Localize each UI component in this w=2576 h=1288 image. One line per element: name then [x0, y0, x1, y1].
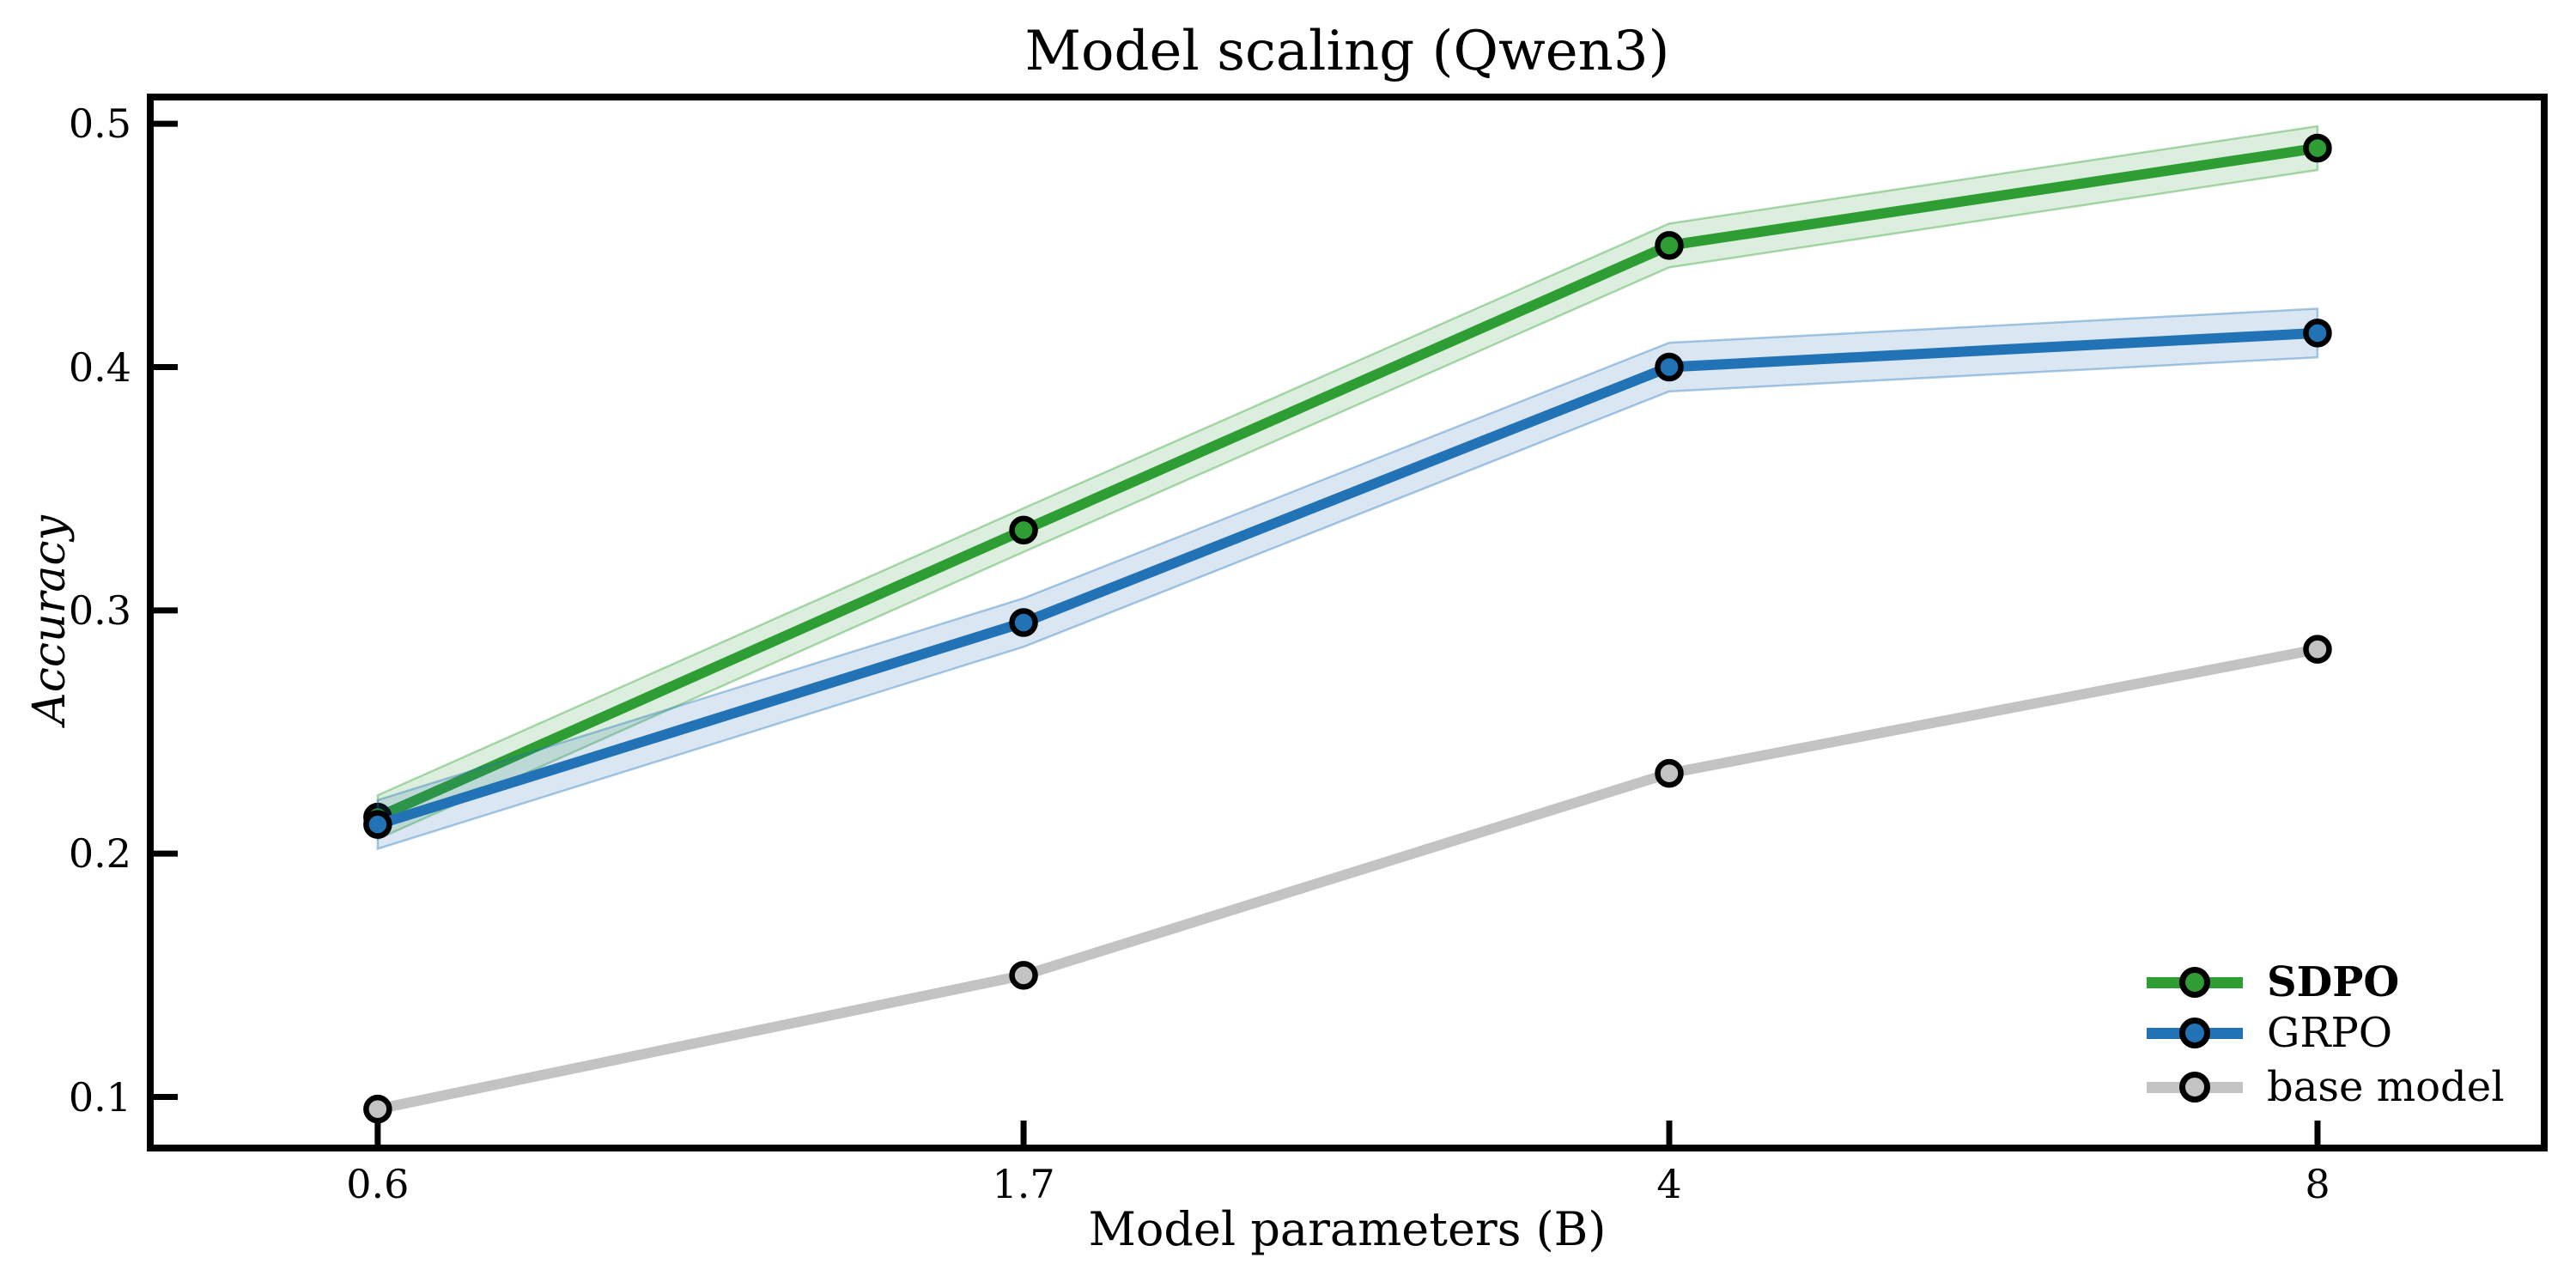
- legend-line-sample: [2147, 1072, 2243, 1103]
- x-tick-label: 8: [2305, 1161, 2330, 1207]
- series-line: [372, 644, 2323, 1115]
- y-tick-label: 0.5: [68, 100, 131, 148]
- data-point-marker: [363, 810, 392, 839]
- data-point-marker: [363, 1094, 392, 1124]
- y-tick-label: 0.3: [68, 586, 131, 634]
- legend-item: base model: [2147, 1060, 2505, 1115]
- data-point-marker: [1655, 231, 1684, 260]
- x-axis-label: Model parameters (B): [1088, 1202, 1607, 1256]
- series-line: [372, 327, 2323, 830]
- legend-item: SDPO: [2147, 955, 2399, 1010]
- data-point-marker: [1655, 758, 1684, 788]
- legend-item-label: base model: [2267, 1063, 2505, 1111]
- legend-marker: [2179, 1072, 2210, 1103]
- data-point-marker: [1009, 961, 1038, 990]
- data-point-marker: [1009, 515, 1038, 545]
- y-tick-label: 0.2: [68, 830, 131, 878]
- legend-marker: [2179, 967, 2210, 998]
- legend-item: GRPO: [2147, 1005, 2392, 1060]
- data-point-marker: [1009, 608, 1038, 637]
- x-tick-label: 4: [1656, 1161, 1682, 1207]
- series-line: [372, 143, 2323, 823]
- data-point-marker: [2303, 133, 2332, 163]
- y-tick-label: 0.4: [68, 343, 131, 391]
- x-tick-label: 0.6: [346, 1161, 410, 1207]
- legend-line-sample: [2147, 967, 2243, 998]
- confidence-band: [376, 307, 2319, 851]
- legend-marker: [2179, 1018, 2210, 1048]
- legend-item-label: GRPO: [2267, 1009, 2393, 1057]
- x-tick-label: 1.7: [992, 1161, 1055, 1207]
- data-point-marker: [2303, 635, 2332, 664]
- data-point-marker: [2303, 319, 2332, 348]
- chart-title: Model scaling (Qwen3): [1024, 20, 1670, 83]
- y-tick-label: 0.1: [68, 1073, 131, 1121]
- confidence-band: [376, 125, 2319, 841]
- legend-line-sample: [2147, 1018, 2243, 1048]
- legend-item-label: SDPO: [2267, 958, 2400, 1006]
- plot-border: [147, 94, 2548, 1151]
- data-point-marker: [1655, 352, 1684, 382]
